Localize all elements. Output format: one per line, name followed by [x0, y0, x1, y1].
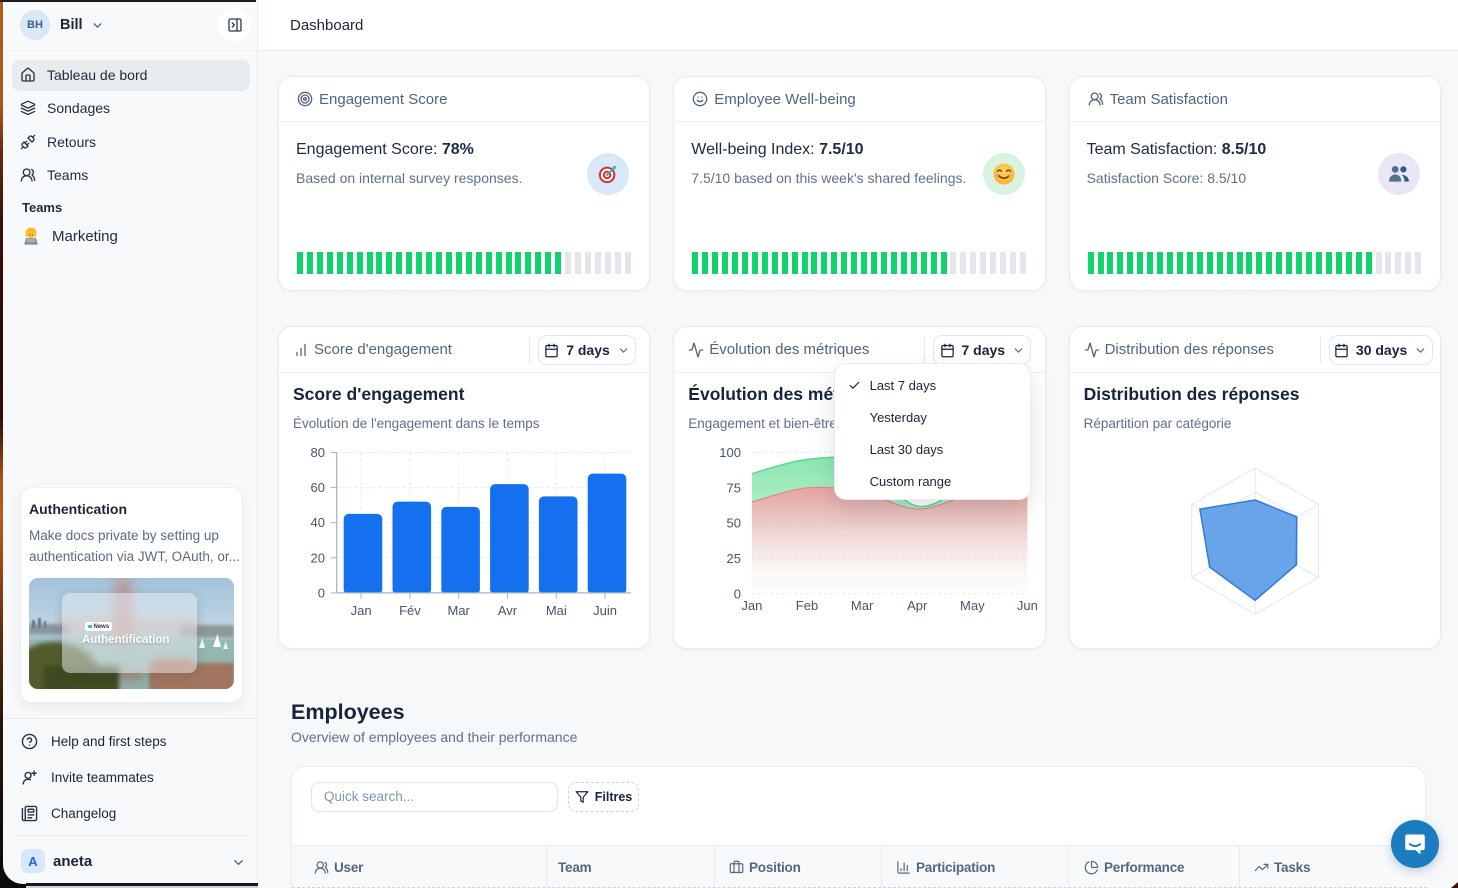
svg-text:Jan: Jan — [742, 598, 763, 613]
svg-text:40: 40 — [311, 515, 325, 530]
svg-text:Avr: Avr — [498, 603, 518, 618]
svg-text:Mar: Mar — [851, 598, 874, 613]
svg-text:100: 100 — [720, 445, 742, 460]
svg-text:Feb: Feb — [796, 598, 818, 613]
svg-text:May: May — [960, 598, 985, 613]
svg-text:Mar: Mar — [448, 603, 471, 618]
svg-text:75: 75 — [727, 480, 741, 495]
svg-text:20: 20 — [311, 550, 325, 565]
svg-text:Mai: Mai — [546, 603, 567, 618]
svg-text:0: 0 — [734, 586, 741, 601]
svg-text:Fév: Fév — [399, 603, 421, 618]
svg-text:Jun: Jun — [1017, 598, 1038, 613]
svg-text:0: 0 — [318, 585, 325, 600]
svg-text:80: 80 — [311, 445, 325, 460]
svg-text:Apr: Apr — [907, 598, 928, 613]
svg-text:Juin: Juin — [593, 603, 617, 618]
svg-text:50: 50 — [727, 516, 741, 531]
svg-text:25: 25 — [727, 551, 741, 566]
svg-text:Jan: Jan — [351, 603, 372, 618]
svg-text:60: 60 — [311, 480, 325, 495]
